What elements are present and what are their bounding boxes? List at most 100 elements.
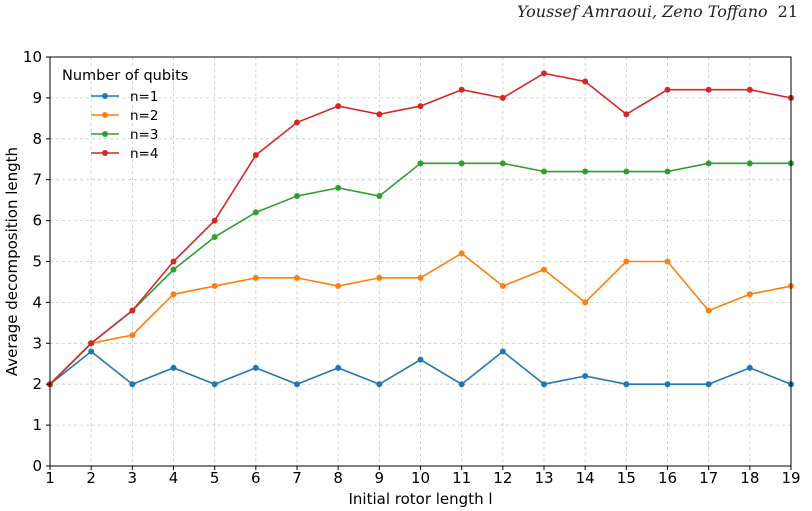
data-point — [665, 259, 671, 265]
data-point — [623, 169, 629, 175]
legend-marker — [102, 150, 108, 156]
data-point — [500, 160, 506, 166]
x-axis-label: Initial rotor length l — [348, 490, 492, 508]
data-point — [253, 209, 259, 215]
data-point — [129, 381, 135, 387]
data-point — [665, 87, 671, 93]
data-point — [294, 119, 300, 125]
legend-label: n=1 — [130, 89, 158, 105]
data-point — [623, 111, 629, 117]
data-point — [541, 169, 547, 175]
data-point — [706, 87, 712, 93]
data-point — [335, 185, 341, 191]
x-tick-label: 16 — [658, 469, 677, 487]
y-tick-label: 6 — [32, 212, 42, 230]
data-point — [88, 340, 94, 346]
data-point — [541, 381, 547, 387]
y-tick-label: 5 — [32, 253, 42, 271]
data-point — [171, 267, 177, 273]
data-point — [500, 348, 506, 354]
data-point — [747, 365, 753, 371]
y-tick-label: 10 — [23, 48, 42, 66]
data-point — [294, 193, 300, 199]
data-point — [541, 267, 547, 273]
y-tick-label: 9 — [32, 89, 42, 107]
data-point — [706, 381, 712, 387]
data-point — [376, 111, 382, 117]
x-tick-label: 12 — [493, 469, 512, 487]
x-tick-label: 18 — [740, 469, 759, 487]
x-tick-label: 19 — [781, 469, 800, 487]
data-point — [706, 308, 712, 314]
series-line — [50, 351, 791, 384]
data-point — [171, 291, 177, 297]
y-tick-label: 1 — [32, 416, 42, 434]
data-point — [747, 160, 753, 166]
x-tick-label: 6 — [251, 469, 261, 487]
x-tick-label: 4 — [169, 469, 179, 487]
x-tick-label: 15 — [617, 469, 636, 487]
data-point — [500, 283, 506, 289]
legend-item: n=2 — [91, 108, 158, 124]
legend-label: n=3 — [130, 127, 158, 143]
grid — [50, 57, 791, 466]
x-tick-label: 7 — [292, 469, 302, 487]
legend-item: n=3 — [91, 127, 158, 143]
x-tick-label: 13 — [534, 469, 553, 487]
data-point — [171, 259, 177, 265]
data-point — [459, 381, 465, 387]
data-point — [623, 381, 629, 387]
y-tick-label: 0 — [32, 457, 42, 475]
data-point — [541, 70, 547, 76]
data-point — [706, 160, 712, 166]
data-point — [335, 103, 341, 109]
series-n=2 — [47, 250, 794, 387]
data-point — [747, 87, 753, 93]
data-point — [129, 332, 135, 338]
data-point — [212, 283, 218, 289]
data-point — [459, 250, 465, 256]
legend-label: n=2 — [130, 108, 158, 124]
data-point — [582, 79, 588, 85]
data-point — [253, 275, 259, 281]
legend-item: n=1 — [91, 89, 158, 105]
data-point — [294, 381, 300, 387]
legend-marker — [102, 131, 108, 137]
data-point — [418, 160, 424, 166]
legend-label: n=4 — [130, 146, 158, 162]
data-point — [88, 348, 94, 354]
x-tick-label: 9 — [375, 469, 385, 487]
data-point — [418, 275, 424, 281]
legend-item: n=4 — [91, 146, 158, 162]
data-point — [623, 259, 629, 265]
data-point — [335, 283, 341, 289]
data-point — [747, 291, 753, 297]
data-point — [212, 218, 218, 224]
data-point — [253, 365, 259, 371]
data-point — [418, 357, 424, 363]
data-point — [253, 152, 259, 158]
legend: Number of qubits n=1 n=2 n=3 n=4 — [62, 68, 188, 162]
y-tick-label: 4 — [32, 293, 42, 311]
data-point — [418, 103, 424, 109]
data-point — [582, 299, 588, 305]
legend-title: Number of qubits — [62, 68, 188, 84]
y-tick-label: 2 — [32, 375, 42, 393]
data-point — [294, 275, 300, 281]
data-point — [376, 193, 382, 199]
x-tick-label: 1 — [45, 469, 55, 487]
x-tick-label: 17 — [699, 469, 718, 487]
x-tick-label: 3 — [128, 469, 138, 487]
x-tick-label: 8 — [333, 469, 343, 487]
legend-marker — [102, 112, 108, 118]
data-point — [335, 365, 341, 371]
y-axis-label: Average decomposition length — [3, 147, 21, 376]
data-point — [212, 381, 218, 387]
data-point — [212, 234, 218, 240]
x-tick-label: 11 — [452, 469, 471, 487]
x-tick-label: 10 — [411, 469, 430, 487]
data-point — [582, 169, 588, 175]
y-tick-label: 7 — [32, 171, 42, 189]
x-tick-label: 5 — [210, 469, 220, 487]
